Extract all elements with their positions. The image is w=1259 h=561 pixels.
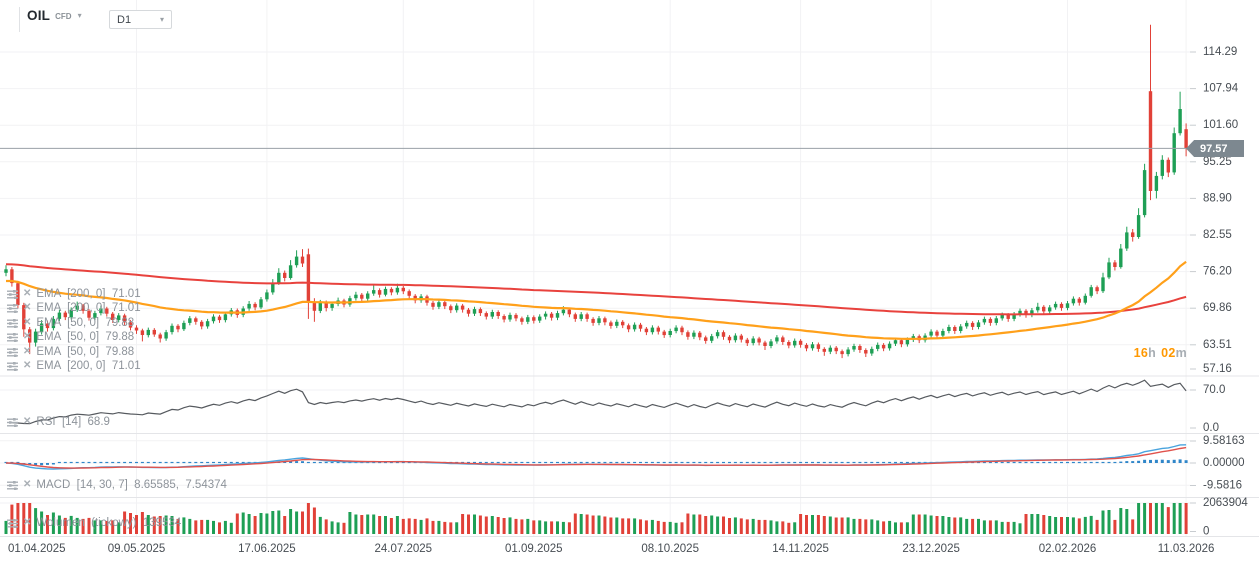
current-price-badge: 97.57 — [1186, 140, 1244, 157]
svg-text:70.0: 70.0 — [1203, 384, 1225, 396]
svg-text:9.58163: 9.58163 — [1203, 435, 1245, 447]
grid-lines — [0, 0, 1190, 536]
timeframe-selector[interactable]: D1 ▾ — [109, 10, 172, 29]
svg-text:63.51: 63.51 — [1203, 339, 1232, 351]
chevron-down-icon: ▾ — [159, 15, 164, 24]
svg-text:02.02.2026: 02.02.2026 — [1039, 543, 1097, 555]
svg-text:107.94: 107.94 — [1203, 83, 1239, 95]
svg-text:0: 0 — [1203, 526, 1209, 538]
indicator-axis-labels: 70.0 0.09.58163 0.00000 -9.5816 2063904 0 — [1203, 384, 1248, 538]
svg-text:82.55: 82.55 — [1203, 229, 1232, 241]
indicator-close-icon[interactable]: ✕ — [23, 288, 32, 299]
symbol-selector[interactable]: OIL CFD ▾ — [27, 8, 82, 23]
svg-text:24.07.2025: 24.07.2025 — [375, 543, 433, 555]
rsi-line — [11, 379, 1187, 425]
indicator-label: Wolumen (tickowy) 139534 — [36, 517, 182, 529]
svg-text:09.05.2025: 09.05.2025 — [108, 543, 166, 555]
svg-text:114.29: 114.29 — [1203, 46, 1237, 58]
indicator-close-icon[interactable]: ✕ — [23, 317, 32, 328]
toolbar-divider — [19, 7, 20, 32]
indicator-row: ✕ EMA [50, 0] 79.88 — [7, 331, 134, 343]
svg-text:-9.5816: -9.5816 — [1203, 480, 1242, 492]
indicator-close-icon[interactable]: ✕ — [23, 479, 32, 490]
svg-text:88.90: 88.90 — [1203, 192, 1232, 204]
indicator-settings-icon[interactable] — [7, 361, 18, 371]
svg-text:08.10.2025: 08.10.2025 — [641, 543, 699, 555]
indicator-settings-icon[interactable] — [7, 417, 18, 427]
indicator-close-icon[interactable]: ✕ — [23, 331, 32, 342]
indicator-settings-icon[interactable] — [7, 289, 18, 299]
indicator-label: EMA [50, 0] 79.88 — [36, 346, 135, 358]
indicator-close-icon[interactable]: ✕ — [23, 416, 32, 427]
indicator-close-icon[interactable]: ✕ — [23, 302, 32, 313]
session-countdown: 16h 02m — [1103, 346, 1187, 360]
macd-signal-line — [5, 446, 1187, 469]
svg-text:101.60: 101.60 — [1203, 119, 1238, 131]
ema-50-line — [6, 260, 1187, 341]
svg-text:69.86: 69.86 — [1203, 302, 1232, 314]
indicator-settings-icon[interactable] — [7, 480, 18, 490]
indicator-close-icon[interactable]: ✕ — [23, 517, 32, 528]
symbol-name: OIL — [27, 8, 51, 23]
indicator-row: ✕ EMA [200, 0] 71.01 — [7, 360, 141, 372]
indicator-row: ✕ EMA [200, 0] 71.01 — [7, 302, 141, 314]
candles — [4, 24, 1188, 359]
axis-ticks — [1190, 51, 1196, 532]
indicator-settings-icon[interactable] — [7, 518, 18, 528]
indicator-close-icon[interactable]: ✕ — [23, 346, 32, 357]
svg-text:0.00000: 0.00000 — [1203, 457, 1245, 469]
indicator-row: ✕ EMA [50, 0] 79.88 — [7, 317, 134, 329]
indicator-row: ✕ MACD [14, 30, 7] 8.65585, 7.54374 — [7, 479, 227, 491]
indicator-row: ✕ EMA [200, 0] 71.01 — [7, 288, 141, 300]
countdown-hours: 16 — [1133, 346, 1149, 360]
svg-text:2063904: 2063904 — [1203, 497, 1248, 509]
svg-text:14.11.2025: 14.11.2025 — [772, 543, 829, 555]
indicator-settings-icon[interactable] — [7, 347, 18, 357]
countdown-hours-unit: h — [1148, 346, 1157, 360]
macd-line — [5, 444, 1187, 470]
svg-text:17.06.2025: 17.06.2025 — [238, 543, 296, 555]
indicator-label: EMA [50, 0] 79.88 — [36, 331, 135, 343]
indicator-label: EMA [200, 0] 71.01 — [36, 288, 141, 300]
chevron-down-icon: ▾ — [77, 11, 82, 20]
svg-text:0.0: 0.0 — [1203, 422, 1219, 434]
svg-text:01.09.2025: 01.09.2025 — [505, 543, 563, 555]
indicator-label: EMA [200, 0] 71.01 — [36, 302, 141, 314]
countdown-minutes: 02 — [1161, 346, 1176, 360]
svg-text:57.16: 57.16 — [1203, 363, 1232, 375]
indicator-row: ✕ RSI [14] 68.9 — [7, 416, 110, 428]
indicator-row: ✕ Wolumen (tickowy) 139534 — [7, 517, 181, 529]
svg-text:11.03.2026: 11.03.2026 — [1158, 543, 1215, 555]
svg-text:01.04.2025: 01.04.2025 — [8, 543, 66, 555]
indicator-settings-icon[interactable] — [7, 318, 18, 328]
indicator-label: MACD [14, 30, 7] 8.65585, 7.54374 — [36, 479, 227, 491]
svg-text:76.20: 76.20 — [1203, 266, 1232, 278]
countdown-minutes-unit: m — [1175, 346, 1187, 360]
indicator-label: EMA [50, 0] 79.88 — [36, 317, 135, 329]
indicator-row: ✕ EMA [50, 0] 79.88 — [7, 346, 134, 358]
time-axis-labels: 01.04.2025 09.05.2025 17.06.2025 24.07.2025… — [8, 543, 1214, 555]
indicator-settings-icon[interactable] — [7, 303, 18, 313]
indicator-close-icon[interactable]: ✕ — [23, 360, 32, 371]
ema-200-line — [5, 263, 1187, 316]
indicator-label: RSI [14] 68.9 — [36, 416, 110, 428]
panel-separators — [0, 375, 1259, 537]
timeframe-value: D1 — [117, 13, 132, 26]
indicator-label: EMA [200, 0] 71.01 — [36, 360, 141, 372]
svg-text:95.25: 95.25 — [1203, 156, 1232, 168]
svg-text:23.12.2025: 23.12.2025 — [902, 543, 960, 555]
volume-bars — [4, 503, 1188, 534]
price-axis-labels: 114.29 107.94 101.60 95.25 88.90 82.55 76.20 69… — [1203, 46, 1239, 375]
instrument-type-label: CFD — [55, 12, 72, 21]
indicator-settings-icon[interactable] — [7, 332, 18, 342]
